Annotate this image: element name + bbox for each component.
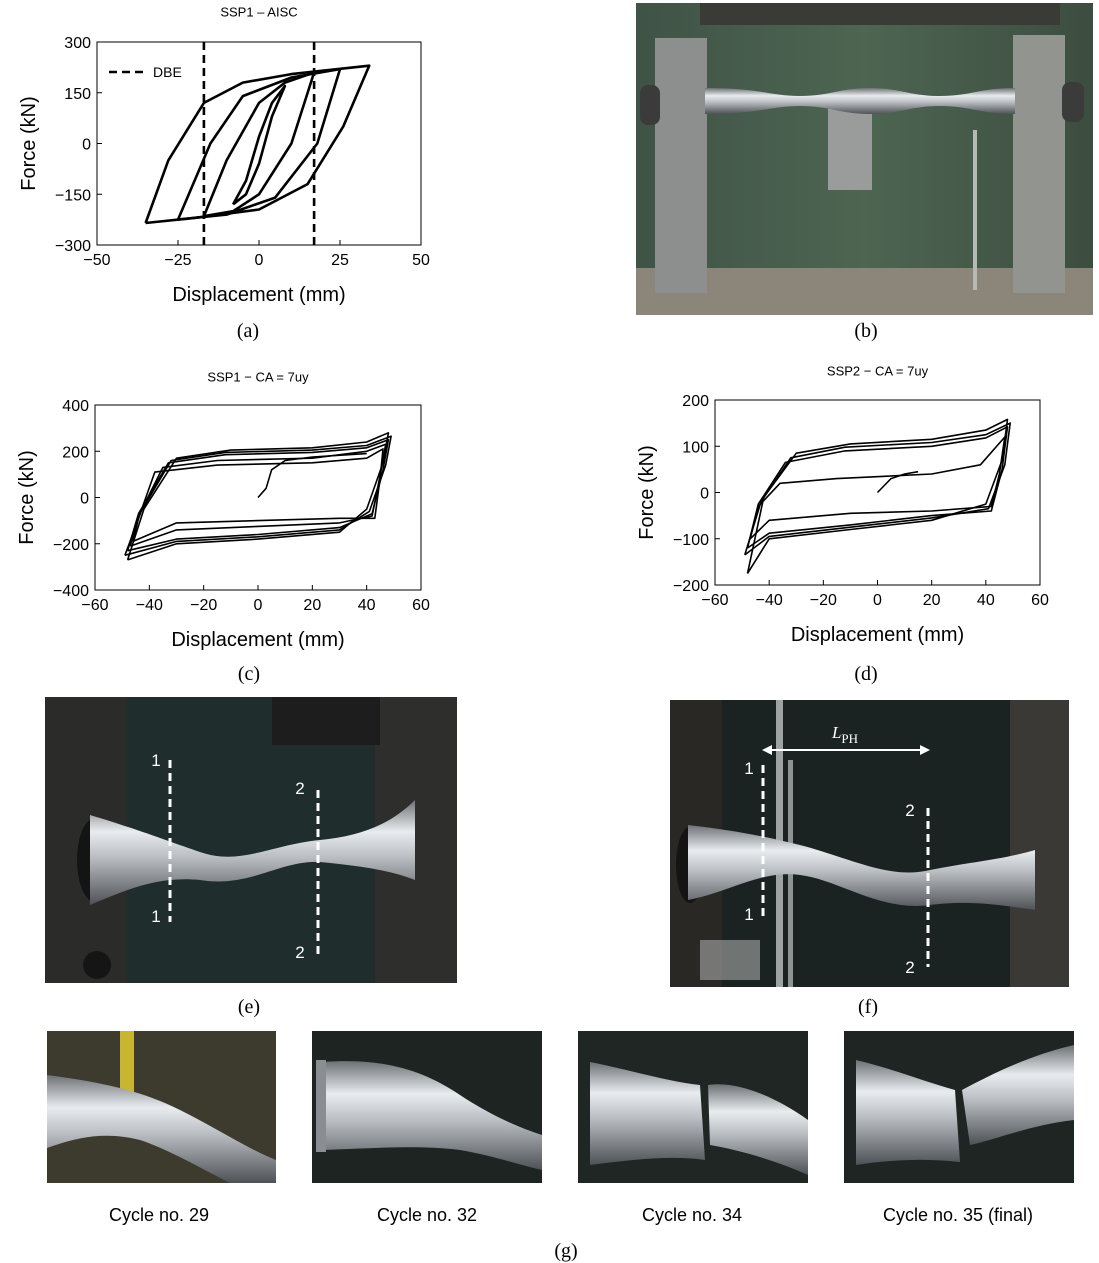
y-tick-label: 0 bbox=[80, 491, 89, 508]
x-tick-label: 0 bbox=[255, 252, 264, 269]
x-tick-label: 40 bbox=[358, 597, 376, 614]
y-tick-label: −150 bbox=[55, 187, 91, 204]
y-axis-label: Force (kN) bbox=[636, 445, 658, 539]
x-tick-label: −20 bbox=[190, 597, 217, 614]
section-label: 2 bbox=[295, 779, 304, 798]
y-axis-label: Force (kN) bbox=[18, 96, 40, 190]
y-tick-label: −200 bbox=[53, 537, 89, 554]
section-label: 2 bbox=[905, 801, 914, 820]
x-tick-label: −40 bbox=[136, 597, 163, 614]
chart-title: SSP1 − CA = 7uy bbox=[207, 369, 309, 384]
x-tick-label: 25 bbox=[331, 252, 349, 269]
x-axis-label: Displacement (mm) bbox=[172, 284, 345, 306]
y-tick-label: 100 bbox=[682, 439, 709, 456]
length-subscript: PH bbox=[841, 731, 858, 746]
panel-label: (e) bbox=[238, 996, 260, 1018]
y-tick-label: 200 bbox=[62, 444, 89, 461]
panel-label: (b) bbox=[854, 320, 877, 342]
legend-label: DBE bbox=[153, 64, 182, 80]
x-tick-label: 0 bbox=[254, 597, 263, 614]
x-tick-label: 60 bbox=[412, 597, 430, 614]
panel-label: (f) bbox=[858, 996, 878, 1018]
caption: Cycle no. 34 bbox=[642, 1205, 742, 1225]
section-label: 1 bbox=[151, 907, 160, 926]
x-axis-label: Displacement (mm) bbox=[171, 629, 344, 651]
photo-b bbox=[636, 3, 1093, 315]
caption: Cycle no. 29 bbox=[109, 1205, 209, 1225]
panel-label: (c) bbox=[238, 663, 260, 685]
hysteresis-loop bbox=[178, 69, 340, 220]
x-tick-label: 20 bbox=[923, 592, 941, 609]
hysteresis-loop bbox=[748, 419, 1008, 573]
x-tick-label: −20 bbox=[810, 592, 837, 609]
y-tick-label: 200 bbox=[682, 393, 709, 410]
photo-f: LPH 1 1 2 2 bbox=[670, 700, 1069, 987]
plot-frame bbox=[97, 42, 421, 245]
y-tick-label: 400 bbox=[62, 398, 89, 415]
caption: Cycle no. 32 bbox=[377, 1205, 477, 1225]
section-label: 1 bbox=[744, 759, 753, 778]
x-tick-label: 60 bbox=[1031, 592, 1049, 609]
length-symbol: L bbox=[831, 723, 841, 742]
x-tick-label: 20 bbox=[303, 597, 321, 614]
panel-label: (g) bbox=[554, 1240, 577, 1262]
y-axis-label: Force (kN) bbox=[16, 450, 38, 544]
photo-g1 bbox=[47, 1031, 276, 1183]
section-label: 2 bbox=[295, 943, 304, 962]
photo-g2 bbox=[312, 1031, 542, 1183]
x-tick-label: 40 bbox=[977, 592, 995, 609]
chart: SSP2 − CA = 7uy Displacement (mm) Force (k… bbox=[636, 363, 1049, 646]
photo-e: 1 1 2 2 bbox=[45, 697, 457, 983]
y-tick-label: −400 bbox=[53, 583, 89, 600]
x-tick-label: −25 bbox=[164, 252, 191, 269]
chart-title: SSP1 – AISC bbox=[220, 4, 297, 19]
y-tick-label: −200 bbox=[673, 578, 709, 595]
x-tick-label: −40 bbox=[756, 592, 783, 609]
caption: Cycle no. 35 (final) bbox=[883, 1205, 1033, 1225]
x-tick-label: 50 bbox=[412, 252, 430, 269]
chart: SSP1 − CA = 7uy Displacement (mm) Force (k… bbox=[16, 369, 430, 651]
panel-label: (a) bbox=[237, 320, 259, 342]
section-label: 2 bbox=[905, 958, 914, 977]
x-axis-label: Displacement (mm) bbox=[791, 624, 964, 646]
y-tick-label: 150 bbox=[64, 86, 91, 103]
y-tick-label: −300 bbox=[55, 238, 91, 255]
section-label: 1 bbox=[151, 751, 160, 770]
y-tick-label: −100 bbox=[673, 532, 709, 549]
y-tick-label: 0 bbox=[82, 137, 91, 154]
photo-g4 bbox=[844, 1031, 1074, 1183]
panel-label: (d) bbox=[854, 663, 877, 685]
figure: 1 1 2 2 LPH 1 1 2 2 Cycle no. 29 Cycle n… bbox=[0, 0, 1099, 1263]
x-tick-label: 0 bbox=[873, 592, 882, 609]
photo-g3 bbox=[578, 1031, 808, 1183]
section-label: 1 bbox=[744, 905, 753, 924]
y-tick-label: 0 bbox=[700, 486, 709, 503]
chart-title: SSP2 − CA = 7uy bbox=[827, 363, 929, 378]
y-tick-label: 300 bbox=[64, 35, 91, 52]
